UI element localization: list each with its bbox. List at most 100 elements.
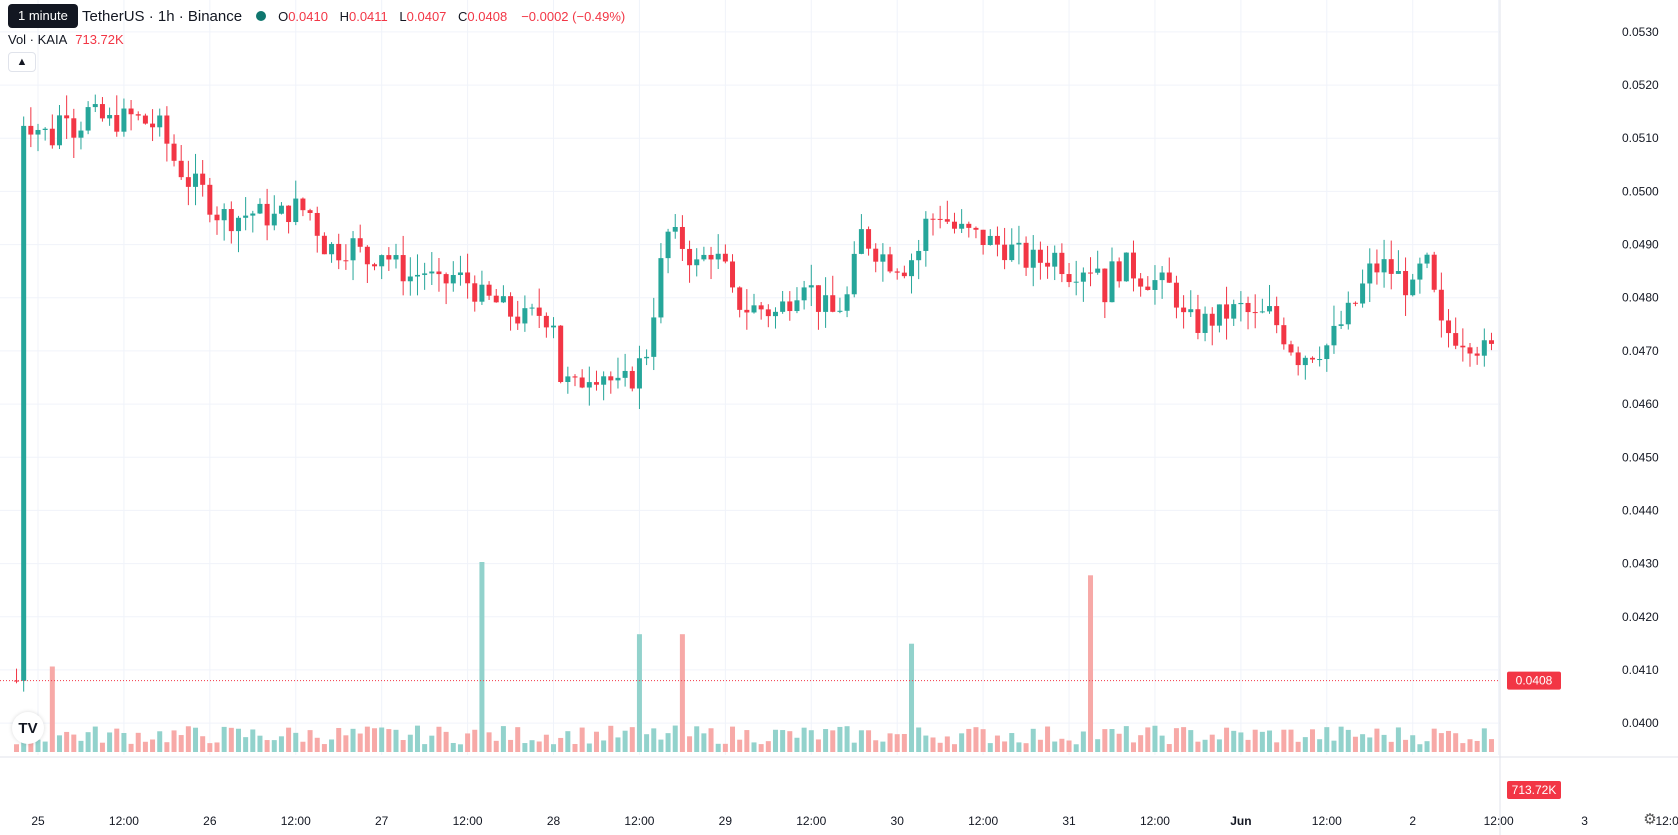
volume-bar bbox=[515, 727, 521, 752]
candle-body bbox=[1052, 252, 1058, 267]
candle-body bbox=[1130, 252, 1136, 279]
candle-body bbox=[257, 203, 263, 214]
volume-bar bbox=[178, 735, 184, 752]
volume-bar bbox=[866, 730, 872, 752]
volume-bar bbox=[92, 726, 98, 752]
volume-bar bbox=[844, 726, 850, 752]
volume-bar bbox=[508, 739, 514, 752]
candle-body bbox=[1488, 340, 1494, 344]
legend-row: TetherUS · 1h · Binance O0.0410 H0.0411 … bbox=[8, 4, 625, 28]
volume-bar bbox=[1231, 730, 1237, 752]
candle-body bbox=[522, 308, 528, 324]
volume-bar bbox=[658, 739, 664, 752]
candle-body bbox=[708, 254, 714, 260]
volume-bar bbox=[1130, 742, 1136, 752]
interval-tooltip: 1 minute bbox=[8, 4, 78, 28]
volume-bar bbox=[572, 743, 578, 752]
time-tick-label: 12:00 bbox=[796, 814, 826, 828]
candle-body bbox=[1252, 312, 1258, 314]
volume-bar bbox=[730, 726, 736, 752]
candle-body bbox=[1238, 302, 1244, 305]
volume-bar bbox=[737, 739, 743, 752]
candle-body bbox=[457, 272, 463, 276]
time-tick-label: 12:00 bbox=[453, 814, 483, 828]
volume-bar bbox=[815, 739, 821, 752]
candle-body bbox=[966, 223, 972, 228]
candle-body bbox=[687, 248, 693, 266]
volume-bar bbox=[407, 734, 413, 752]
candle-body bbox=[407, 276, 413, 282]
volume-bar bbox=[400, 740, 406, 752]
candle-body bbox=[1023, 242, 1029, 268]
volume-bar bbox=[107, 732, 113, 752]
price-tick-label: 0.0530 bbox=[1622, 25, 1659, 39]
candle-body bbox=[386, 255, 392, 260]
volume-bar bbox=[994, 735, 1000, 752]
volume-bar bbox=[1109, 729, 1115, 752]
candle-body bbox=[780, 301, 786, 312]
volume-bar bbox=[1073, 744, 1079, 752]
volume-bar bbox=[794, 737, 800, 752]
candle-body bbox=[1345, 302, 1351, 325]
chevron-up-icon[interactable]: ▲ bbox=[8, 52, 36, 72]
volume-bar bbox=[128, 743, 134, 752]
volume-bar bbox=[1367, 737, 1373, 752]
volume-bar bbox=[49, 666, 55, 752]
candle-body bbox=[336, 243, 342, 261]
candle-body bbox=[1302, 357, 1308, 366]
candle-body bbox=[593, 382, 599, 385]
volume-bar bbox=[228, 727, 234, 752]
volume-bar bbox=[1016, 742, 1022, 752]
volume-bar bbox=[64, 731, 70, 752]
candle-body bbox=[1431, 254, 1437, 290]
volume-bar bbox=[679, 634, 685, 752]
volume-bar bbox=[1309, 729, 1315, 752]
candle-body bbox=[271, 213, 277, 226]
candle-body bbox=[851, 253, 857, 295]
candle-body bbox=[307, 210, 313, 213]
volume-bar bbox=[14, 744, 20, 752]
candle-body bbox=[1374, 263, 1380, 273]
candle-body bbox=[672, 226, 678, 232]
candle-body bbox=[1438, 289, 1444, 321]
symbol-title[interactable]: TetherUS · 1h · Binance bbox=[82, 7, 243, 25]
candle-body bbox=[951, 221, 957, 229]
volume-bar bbox=[1338, 726, 1344, 752]
candle-body bbox=[1066, 274, 1072, 283]
volume-bar bbox=[1216, 739, 1222, 752]
candle-body bbox=[178, 160, 184, 178]
price-tick-label: 0.0470 bbox=[1622, 344, 1659, 358]
candle-body bbox=[1474, 353, 1480, 356]
volume-bar bbox=[1417, 744, 1423, 752]
volume-bar bbox=[436, 726, 442, 752]
candle-body bbox=[830, 295, 836, 312]
volume-bar bbox=[1023, 743, 1029, 752]
candle-body bbox=[1424, 254, 1430, 264]
candle-body bbox=[658, 258, 664, 318]
volume-bar bbox=[629, 727, 635, 752]
tradingview-logo-icon[interactable]: TV bbox=[12, 712, 44, 744]
candle-body bbox=[300, 198, 306, 211]
candle-body bbox=[930, 218, 936, 220]
candle-body bbox=[1267, 306, 1273, 312]
volume-bar bbox=[1080, 731, 1086, 752]
volume-bar bbox=[1460, 743, 1466, 752]
volume-bar bbox=[1317, 739, 1323, 752]
candle-body bbox=[1410, 279, 1416, 296]
gear-icon[interactable]: ⚙ bbox=[1643, 811, 1657, 828]
candle-body bbox=[1037, 249, 1043, 263]
volume-bar bbox=[608, 725, 614, 752]
candle-body bbox=[751, 305, 757, 313]
candle-body bbox=[1173, 282, 1179, 308]
volume-bar bbox=[1295, 741, 1301, 752]
candle-body bbox=[357, 238, 363, 247]
candle-body bbox=[579, 377, 585, 388]
candle-body bbox=[472, 283, 478, 302]
candle-body bbox=[1202, 313, 1208, 333]
volume-bar bbox=[780, 730, 786, 752]
candle-body bbox=[1088, 272, 1094, 274]
volume-label: Vol · KAIA bbox=[8, 32, 68, 47]
volume-bar bbox=[1345, 729, 1351, 752]
candle-body bbox=[586, 382, 592, 388]
